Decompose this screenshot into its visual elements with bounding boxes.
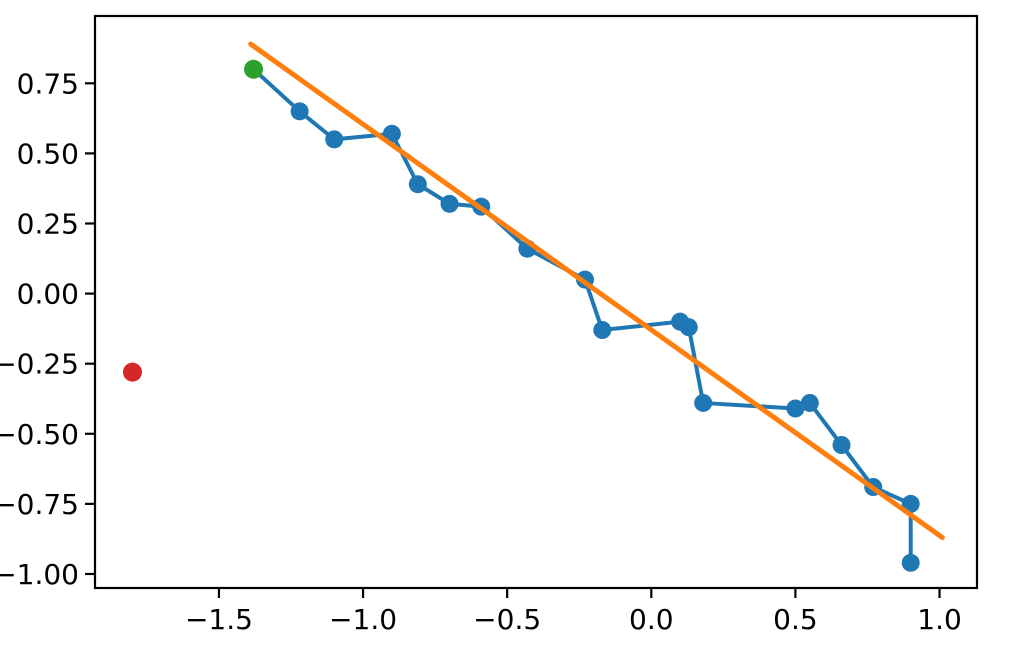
y-tick-label: 0.50: [17, 137, 79, 170]
observations-line-marker: [832, 436, 851, 454]
x-tick-label: −1.0: [329, 603, 397, 636]
highlight-point-marker: [244, 59, 264, 79]
x-tick-label: 0.0: [629, 603, 674, 636]
observations-line-marker: [901, 494, 920, 513]
observations-line-marker: [679, 318, 698, 337]
observations-line-marker: [440, 194, 459, 213]
observations-line-marker: [382, 124, 401, 143]
y-tick-label: −0.75: [0, 488, 79, 521]
observations-line-marker: [593, 321, 612, 340]
fit-line: [248, 41, 945, 541]
outlier-point-marker: [122, 362, 142, 382]
observations-line-marker: [408, 175, 427, 194]
y-tick-label: 0.25: [17, 207, 79, 240]
y-tick-label: −0.50: [0, 418, 79, 451]
observations-line-marker: [901, 553, 920, 572]
observations-line-marker: [290, 102, 309, 121]
y-tick-label: 0.75: [17, 67, 79, 100]
observations-line-marker: [325, 130, 344, 149]
y-tick-label: 0.00: [17, 278, 79, 311]
y-tick-label: −0.25: [0, 348, 79, 381]
x-tick-label: −1.5: [185, 603, 253, 636]
x-tick-label: −0.5: [473, 603, 541, 636]
observations-line: [251, 67, 913, 565]
observations-line-marker: [786, 399, 805, 418]
observations-line-marker: [800, 393, 819, 412]
x-tick-label: 0.5: [773, 603, 818, 636]
observations-line-marker: [694, 393, 713, 412]
x-tick-label: 1.0: [917, 603, 962, 636]
plot-spines: [93, 14, 979, 590]
y-tick-label: −1.00: [0, 558, 79, 591]
